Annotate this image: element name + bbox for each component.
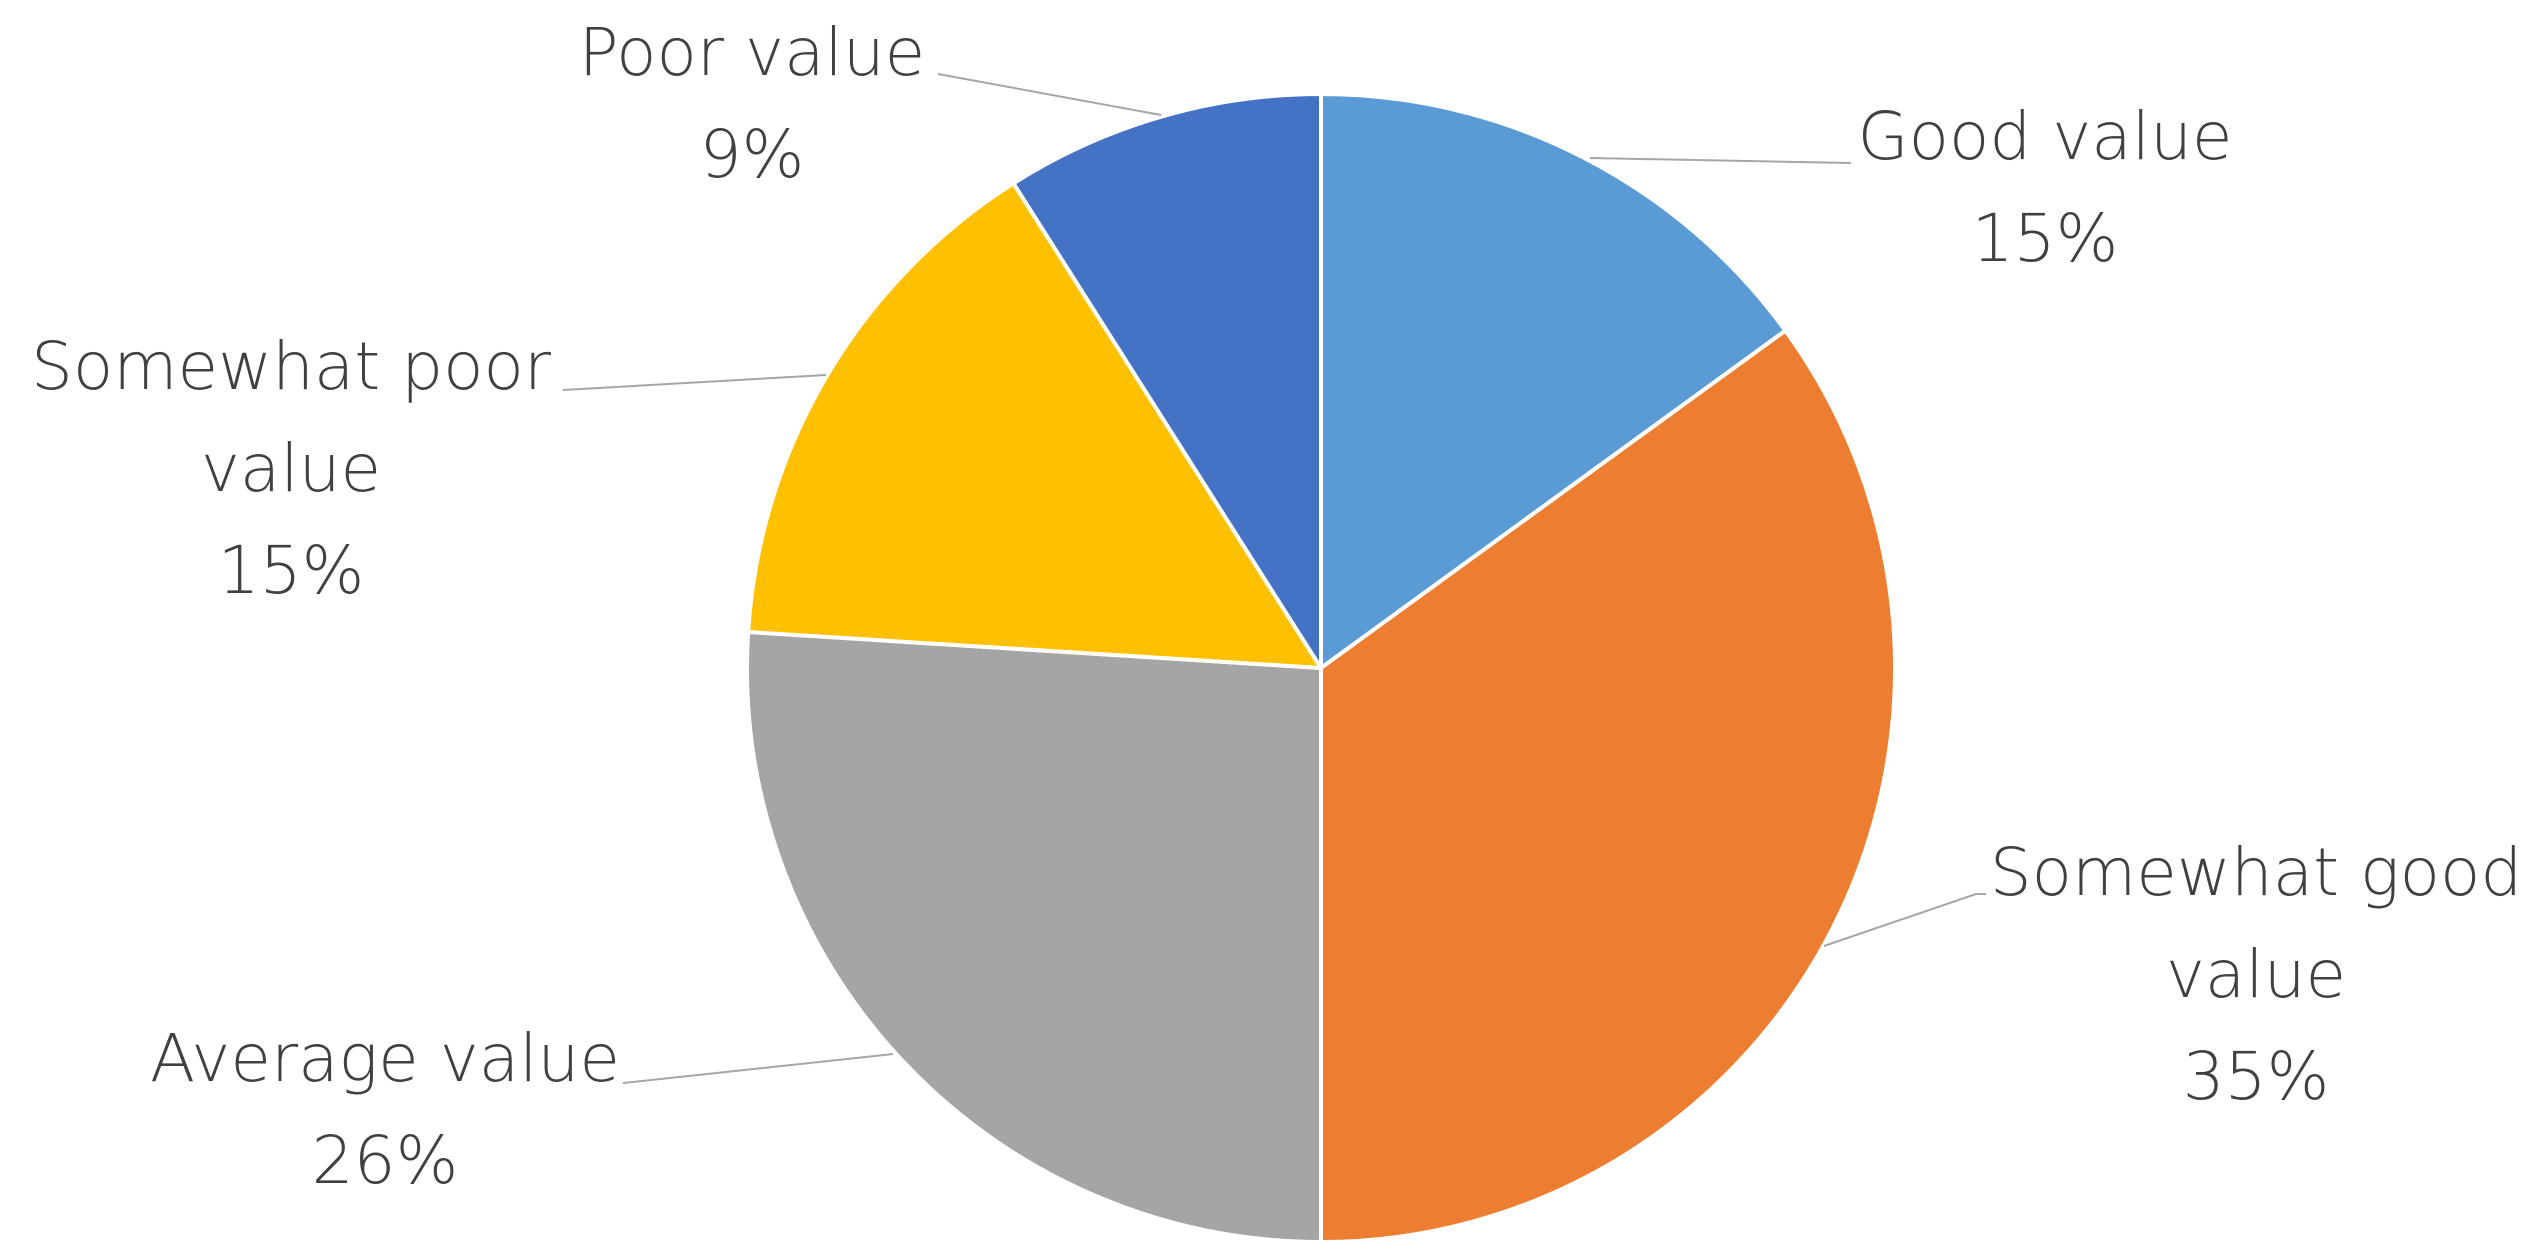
data-label: Average value 26%	[150, 1008, 620, 1212]
leader-line	[562, 374, 827, 391]
category-label: Somewhat good value	[1989, 834, 2523, 1013]
category-label: Somewhat poor value	[30, 328, 552, 507]
slices	[745, 92, 1897, 1242]
value-label: 26%	[311, 1122, 459, 1199]
data-label: Somewhat good value 35%	[1976, 822, 2535, 1128]
pie-slice	[1319, 328, 1897, 1242]
pie-slice	[1319, 92, 1788, 670]
data-label: Poor value 9%	[579, 2, 926, 206]
value-label: 9%	[699, 116, 805, 193]
leader-line	[937, 73, 1162, 116]
leader-line	[1589, 157, 1852, 164]
leader-line	[622, 1053, 894, 1084]
value-label: 35%	[2182, 1038, 2330, 1115]
pie-slice	[745, 629, 1323, 1242]
category-label: Good value	[1857, 98, 2233, 175]
value-label: 15%	[1971, 200, 2119, 277]
pie-slice	[1011, 92, 1323, 670]
pie-slice	[746, 181, 1323, 670]
value-label: 15%	[217, 532, 365, 609]
data-label: Good value 15%	[1857, 86, 2232, 290]
category-label: Average value	[150, 1020, 620, 1097]
leader-line	[1823, 893, 1986, 947]
category-label: Poor value	[578, 14, 926, 91]
data-label: Somewhat poor value 15%	[11, 316, 571, 622]
